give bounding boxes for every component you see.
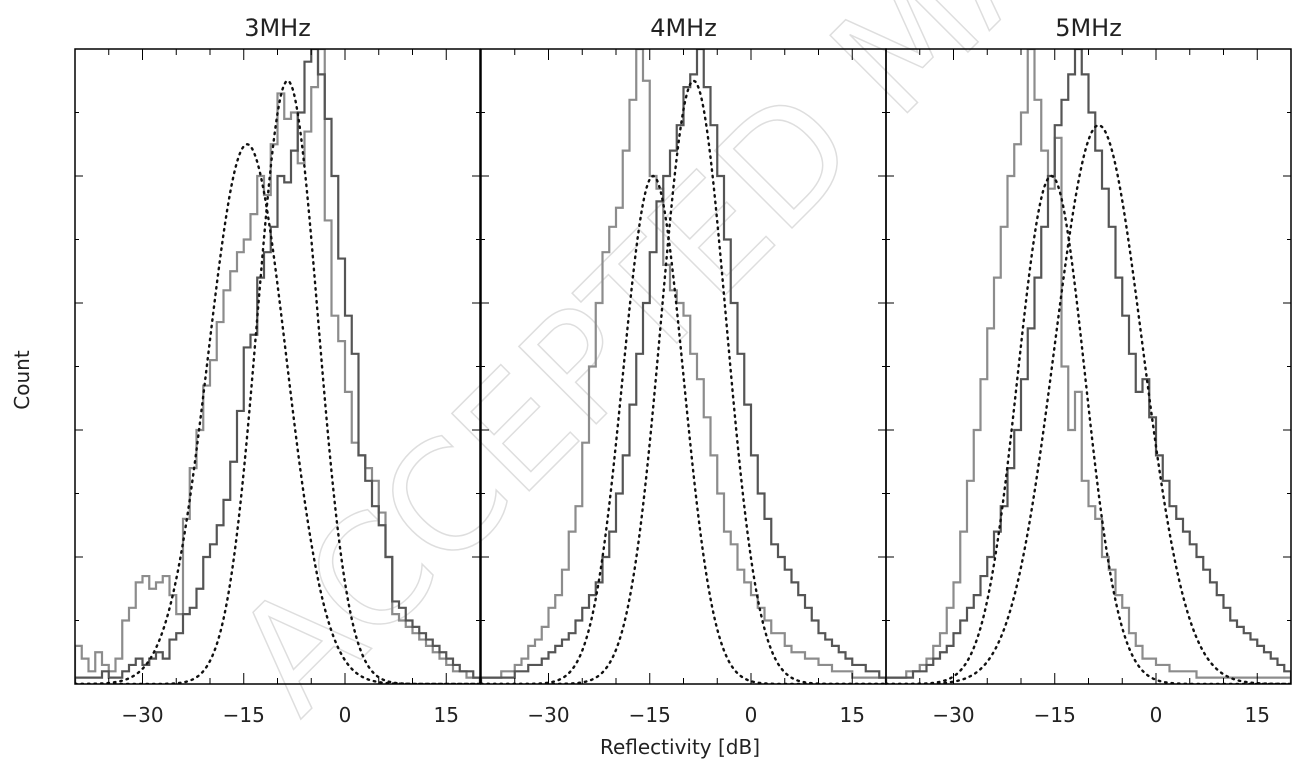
panel-4mhz: −30 −15 0 15 4MHz [480, 14, 887, 727]
chart-panels: −30 −15 0 15 3MHz −30 −15 0 15 4MHz −30 −15 0 15 5MHz [74, 14, 1292, 727]
histogram-series-1 [481, 49, 886, 684]
panel-5mhz: −30 −15 0 15 5MHz [885, 14, 1292, 727]
x-tick-label: −15 [629, 703, 671, 727]
series-group [886, 49, 1291, 684]
x-tick-label: 15 [434, 703, 459, 727]
x-tick-label: 0 [1150, 703, 1163, 727]
x-tick-label: 15 [1245, 703, 1270, 727]
x-tick-label: −30 [527, 703, 569, 727]
x-tick-label: −15 [223, 703, 265, 727]
x-tick-label: −15 [1034, 703, 1076, 727]
x-axis-label: Reflectivity [dB] [600, 735, 760, 759]
histogram-series-1 [75, 49, 480, 684]
y-axis-label: Count [10, 350, 34, 410]
panel-title: 4MHz [650, 14, 717, 42]
x-tick-label: 0 [339, 703, 352, 727]
panel-3mhz: −30 −15 0 15 3MHz [74, 14, 481, 727]
panel-title: 5MHz [1055, 14, 1122, 42]
histogram-series-2 [886, 49, 1291, 684]
histogram-series-2 [481, 49, 886, 684]
x-tick-label: −30 [121, 703, 163, 727]
x-tick-label: −30 [932, 703, 974, 727]
panel-title: 3MHz [244, 14, 311, 42]
x-tick-label: 15 [840, 703, 865, 727]
plot-frame [885, 48, 1292, 685]
histogram-series-1 [886, 49, 1291, 684]
x-tick-label: 0 [745, 703, 758, 727]
